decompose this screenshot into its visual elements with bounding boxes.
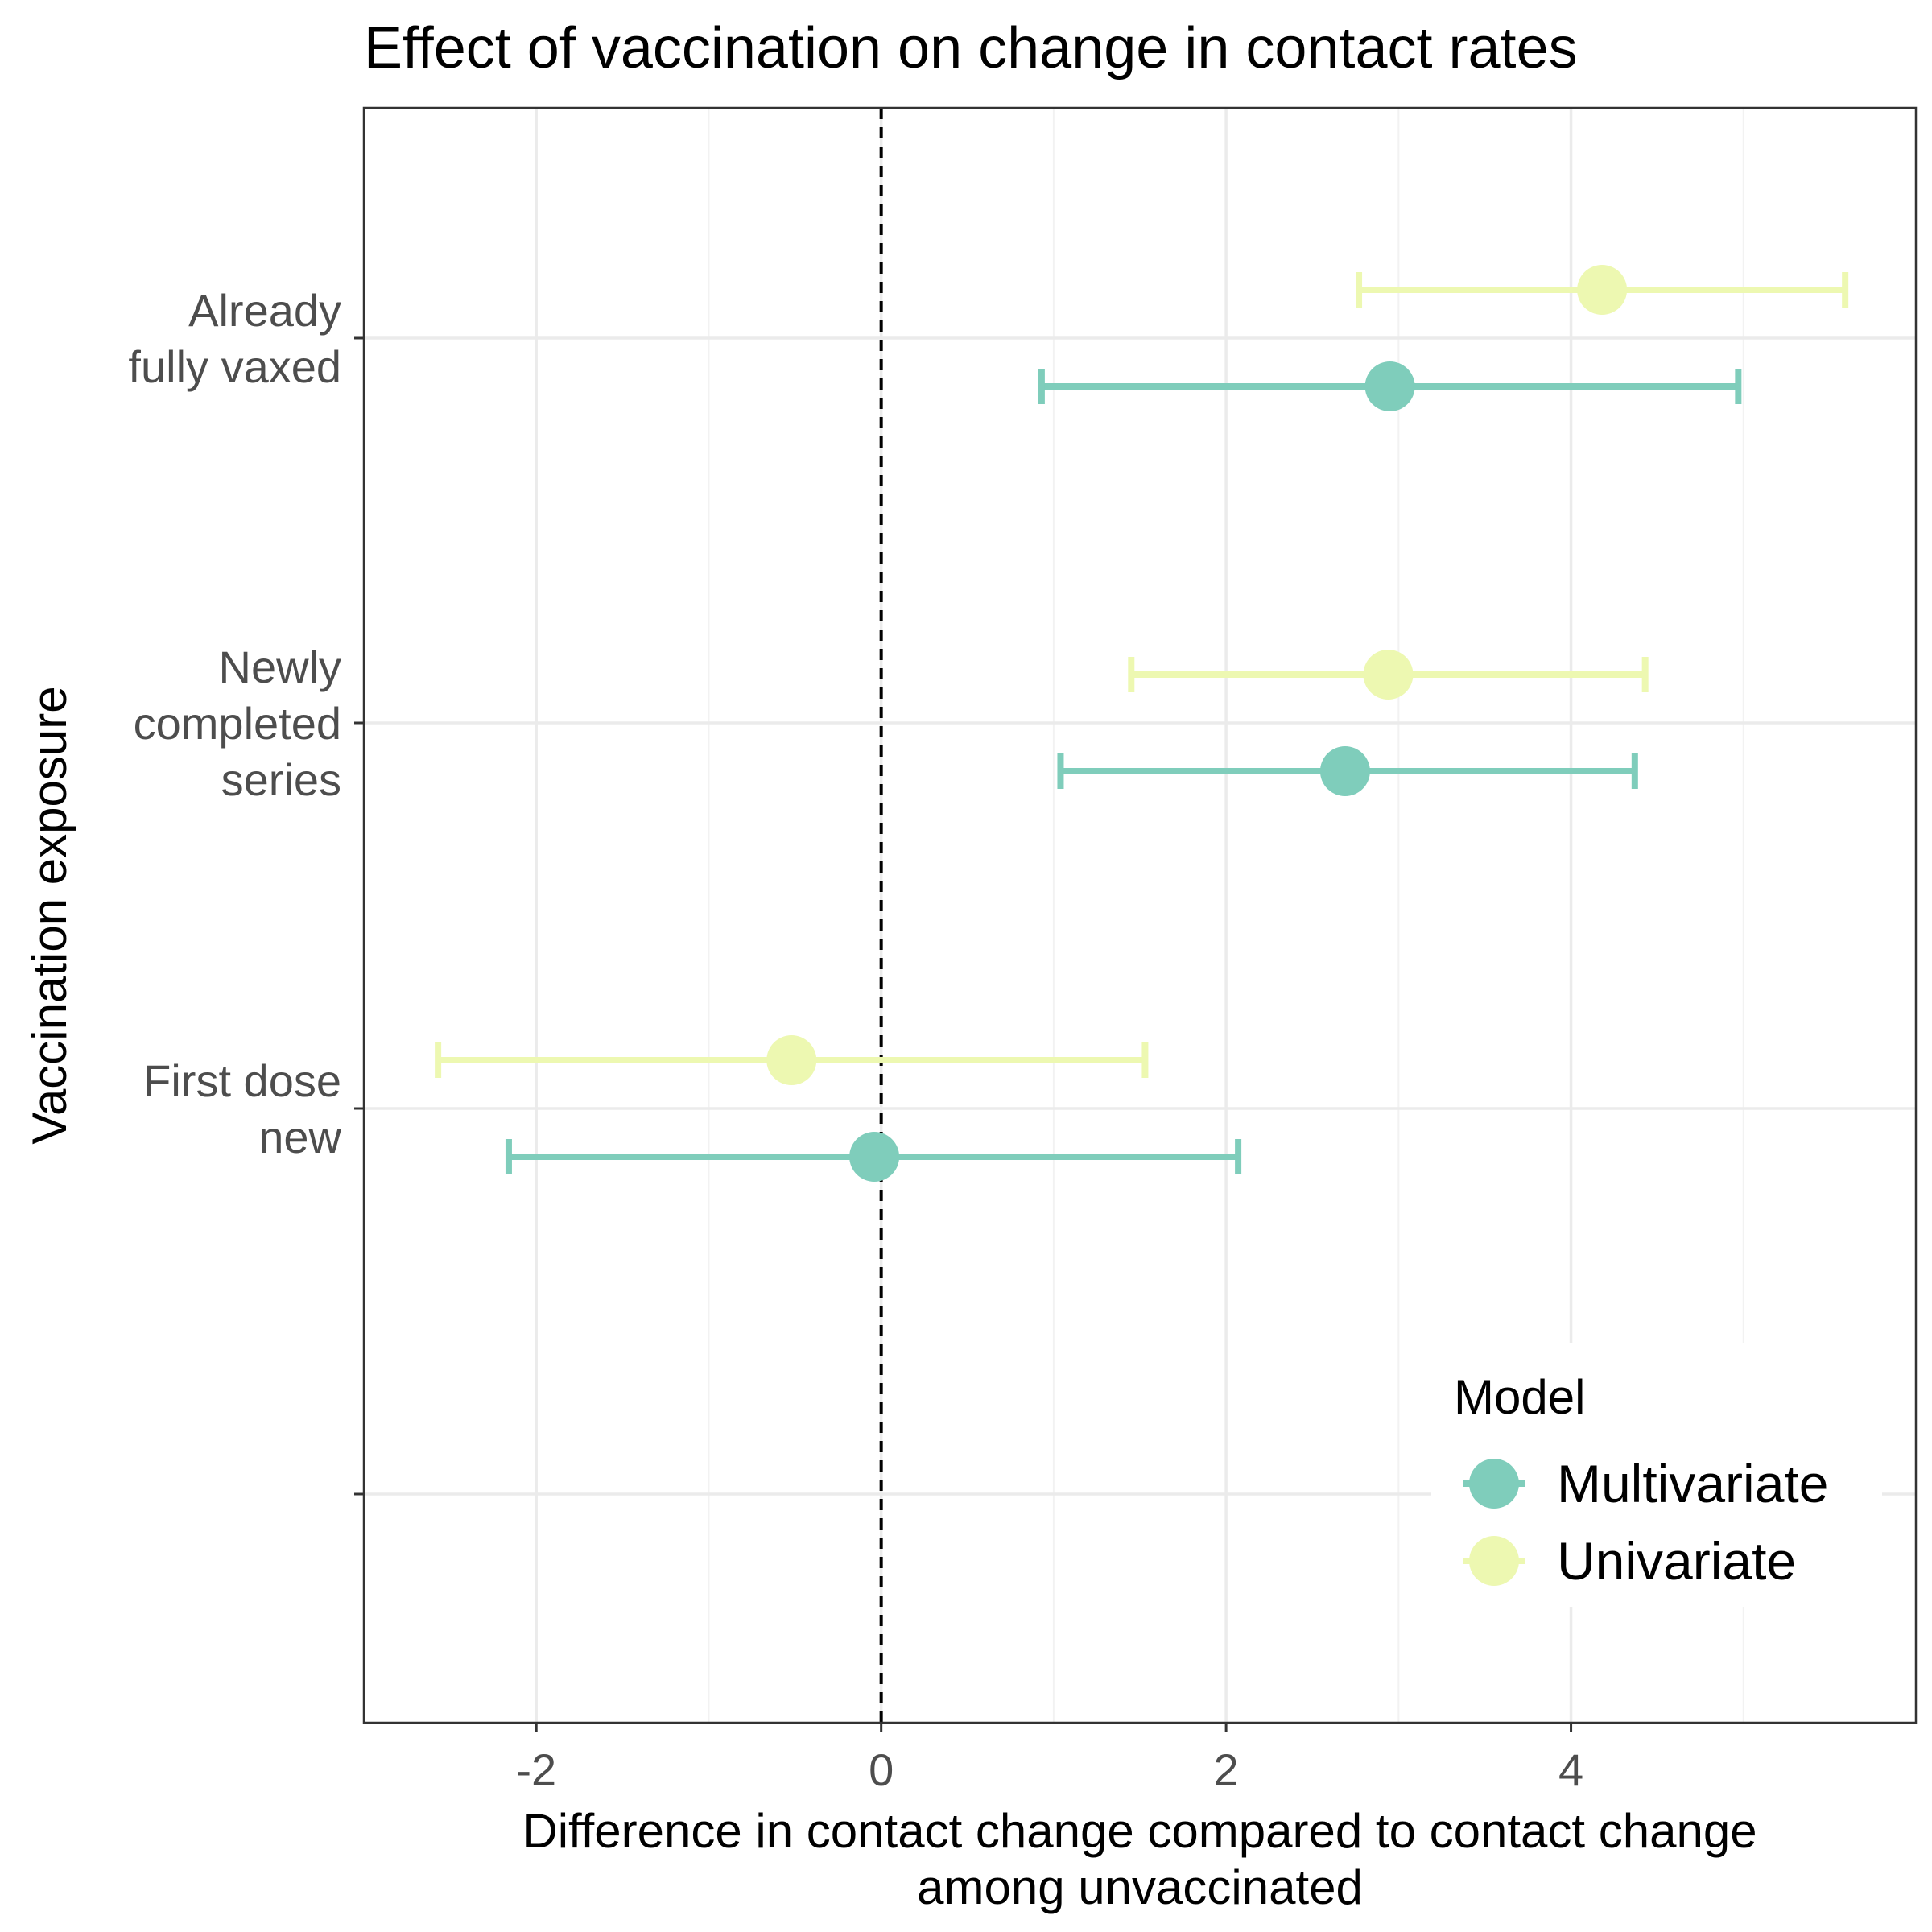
point-estimate (1319, 746, 1370, 796)
legend-title: Model (1454, 1370, 1585, 1424)
panel-border (362, 106, 1918, 1724)
legend-label: Multivariate (1557, 1454, 1828, 1513)
point-estimate (1577, 265, 1628, 315)
x-tick-label: -2 (516, 1744, 556, 1795)
y-tick-label: Already fully vaxed (128, 285, 341, 392)
y-axis-title: Vaccination exposure (23, 686, 76, 1144)
x-tick-label: 2 (1214, 1744, 1239, 1795)
y-tick-label: Newly completed series (134, 642, 341, 805)
x-axis-title: Difference in contact change compared to… (522, 1804, 1757, 1914)
legend-key-point (1469, 1459, 1519, 1509)
point-estimate (766, 1035, 817, 1085)
point-estimate (849, 1132, 900, 1182)
x-tick-label: 4 (1558, 1744, 1583, 1795)
legend: Model Multivariate Univariate (1431, 1343, 1882, 1607)
series-group (435, 265, 1849, 1182)
series-multivariate (505, 361, 1742, 1182)
legend-key-point (1469, 1536, 1519, 1586)
y-tick-label: First dose new (143, 1055, 341, 1162)
x-tick-label: 0 (869, 1744, 894, 1795)
series-univariate (435, 265, 1849, 1085)
chart-title: Effect of vaccination on change in conta… (364, 16, 1578, 80)
legend-label: Univariate (1557, 1531, 1796, 1591)
point-estimate (1364, 361, 1415, 411)
point-estimate (1363, 650, 1414, 700)
axes: -2 0 2 4 Already fully vaxed Newly completed ser… (23, 285, 1757, 1914)
